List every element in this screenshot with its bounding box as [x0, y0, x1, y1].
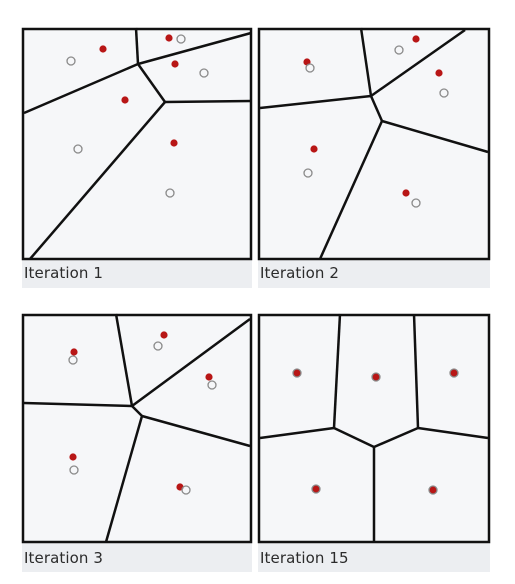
- centroid-point: [165, 34, 173, 42]
- seed-point: [303, 168, 313, 178]
- centroid-markers: [99, 34, 179, 147]
- centroid-markers: [69, 331, 213, 491]
- cell-boundaries: [259, 313, 489, 542]
- seed-point: [153, 341, 163, 351]
- cell-boundaries: [259, 27, 489, 260]
- panel-iteration-2: Iteration 2: [257, 27, 491, 288]
- centroid-point: [171, 60, 179, 68]
- centroid-markers: [292, 368, 459, 495]
- seed-markers: [68, 341, 217, 495]
- seed-point: [165, 188, 175, 198]
- panel-frame: [21, 27, 253, 261]
- seed-point: [394, 45, 404, 55]
- cell-boundaries: [23, 313, 251, 543]
- centroid-point: [371, 372, 381, 382]
- panel-label: Iteration 1: [24, 264, 104, 282]
- centroid-point: [402, 189, 410, 197]
- label-band: [258, 258, 490, 288]
- seed-point: [73, 144, 83, 154]
- panel-iteration-15: Iteration 15: [257, 313, 491, 572]
- voronoi-diagram-iteration-15: [257, 313, 491, 572]
- label-band: [22, 258, 252, 288]
- centroid-point: [205, 373, 213, 381]
- panel-label: Iteration 2: [260, 264, 340, 282]
- voronoi-diagram-iteration-3: [21, 313, 253, 572]
- centroid-point: [121, 96, 129, 104]
- panel-iteration-1: Iteration 1: [21, 27, 253, 288]
- seed-point: [68, 355, 78, 365]
- panel-label: Iteration 15: [260, 549, 349, 567]
- centroid-point: [310, 145, 318, 153]
- seed-markers: [303, 45, 449, 208]
- seed-point: [176, 34, 186, 44]
- centroid-point: [311, 484, 321, 494]
- panel-frame: [21, 313, 253, 544]
- seed-point: [66, 56, 76, 66]
- centroid-point: [170, 139, 178, 147]
- centroid-point: [292, 368, 302, 378]
- seed-point: [181, 485, 191, 495]
- panel-frame: [257, 27, 491, 261]
- seed-point: [199, 68, 209, 78]
- centroid-point: [412, 35, 420, 43]
- centroid-point: [435, 69, 443, 77]
- seed-point: [69, 465, 79, 475]
- seed-point: [411, 198, 421, 208]
- seed-markers: [66, 34, 209, 198]
- centroid-point: [70, 348, 78, 356]
- voronoi-diagram-iteration-2: [257, 27, 491, 288]
- voronoi-diagram-iteration-1: [21, 27, 253, 288]
- centroid-point: [449, 368, 459, 378]
- centroid-point: [99, 45, 107, 53]
- panel-iteration-3: Iteration 3: [21, 313, 253, 572]
- label-band: [22, 541, 252, 572]
- centroid-point: [69, 453, 77, 461]
- centroid-point: [160, 331, 168, 339]
- centroid-point: [428, 485, 438, 495]
- label-band: [258, 541, 490, 572]
- cell-boundaries: [23, 27, 252, 260]
- seed-point: [439, 88, 449, 98]
- panel-label: Iteration 3: [24, 549, 104, 567]
- seed-point: [207, 380, 217, 390]
- seed-point: [305, 63, 315, 73]
